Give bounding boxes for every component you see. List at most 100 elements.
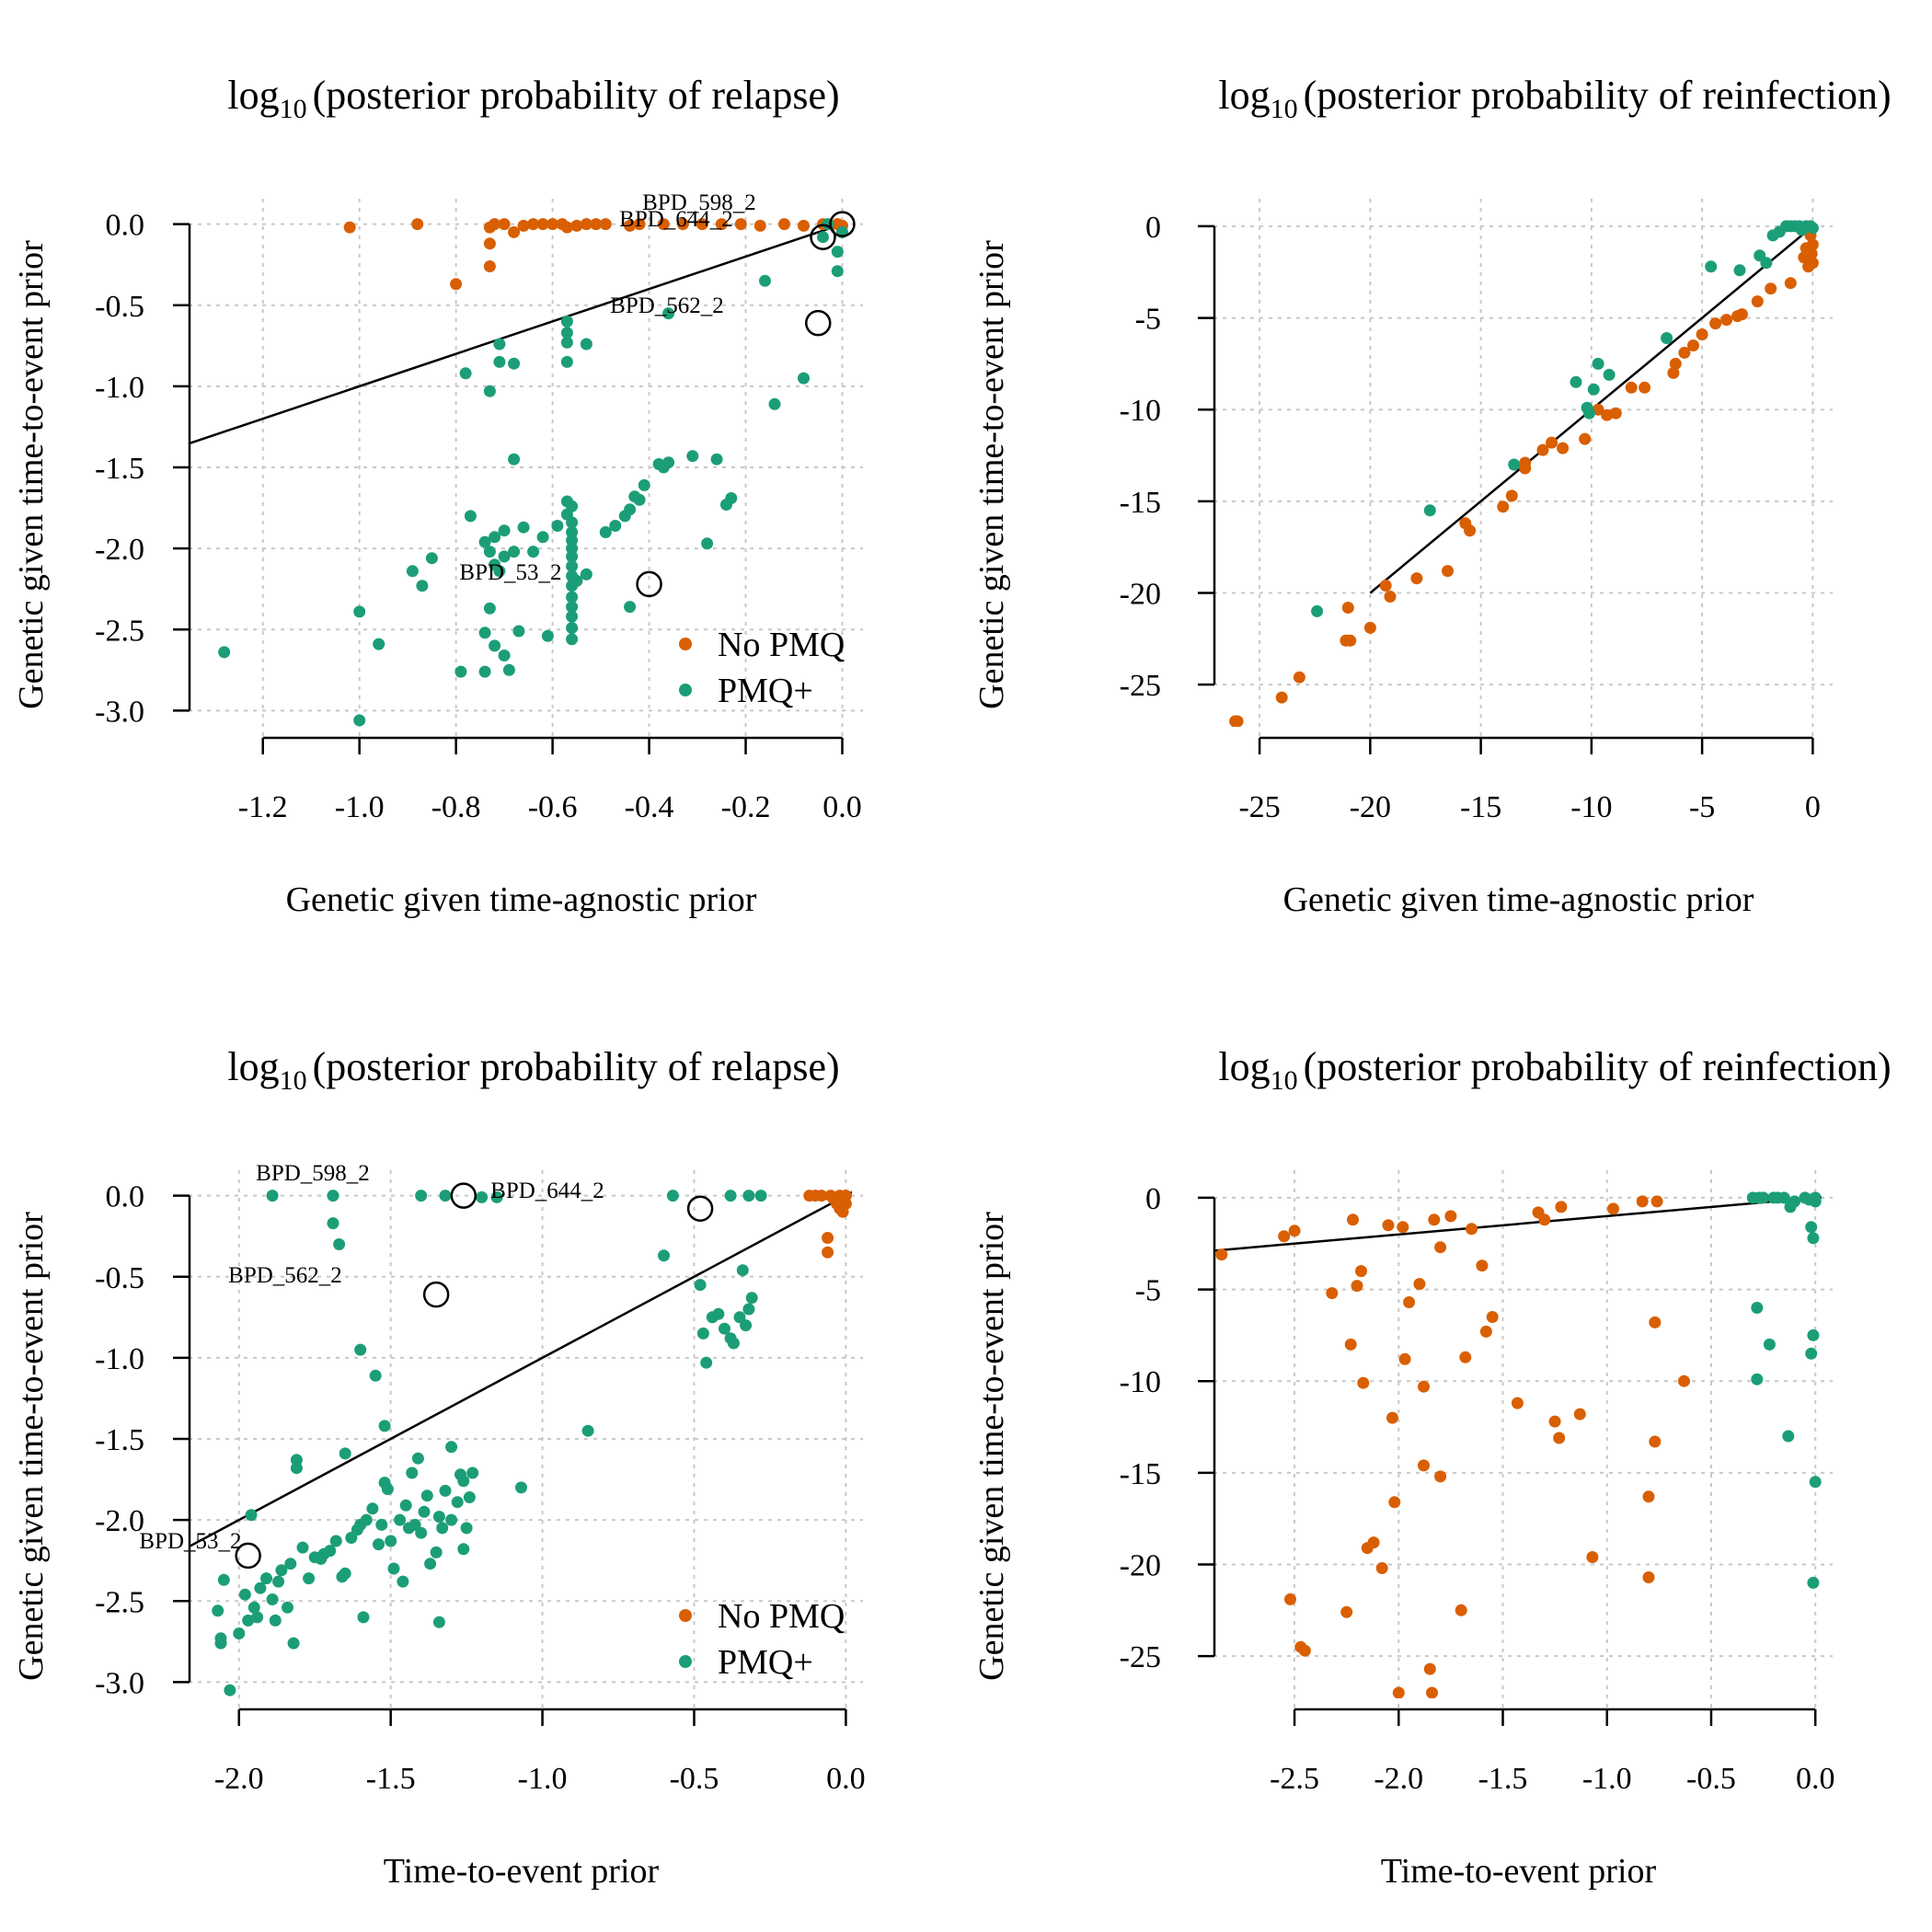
point-pmq-plus (736, 1264, 749, 1277)
point-pmq-plus (445, 1441, 458, 1454)
point-pmq-plus (1782, 1430, 1795, 1443)
y-tick-label: -25 (1120, 1640, 1161, 1674)
point-no-pmq (1466, 1223, 1478, 1236)
legend-marker-pmq-plus (679, 684, 692, 696)
point-pmq-plus (430, 1546, 443, 1558)
point-no-pmq (1650, 1195, 1663, 1208)
point-pmq-plus (658, 1249, 670, 1262)
point-pmq-plus (247, 1601, 260, 1614)
point-no-pmq (1344, 634, 1357, 647)
highlight-ring (805, 309, 832, 337)
point-pmq-plus (745, 1292, 758, 1305)
x-tick-label: -0.2 (721, 790, 771, 824)
point-pmq-plus (566, 601, 579, 614)
title-log: log (1218, 73, 1270, 118)
y-tick-label: -15 (1120, 486, 1161, 520)
point-no-pmq (527, 218, 540, 231)
x-tick-label: 0 (1805, 790, 1821, 824)
point-no-pmq (1418, 1380, 1430, 1393)
plot-area (1215, 1191, 1822, 1698)
point-pmq-plus (666, 1190, 679, 1202)
point-no-pmq (508, 225, 521, 238)
point-annotation: BPD_562_2 (228, 1263, 342, 1288)
point-no-pmq (1557, 442, 1570, 454)
y-tick-label: -10 (1120, 1365, 1161, 1399)
point-no-pmq (1536, 443, 1549, 456)
point-no-pmq (1642, 1571, 1655, 1583)
point-no-pmq (498, 218, 511, 231)
point-pmq-plus (566, 633, 579, 646)
point-annotation: BPD_53_2 (139, 1529, 241, 1554)
point-no-pmq (1442, 565, 1454, 578)
point-pmq-plus (566, 550, 579, 563)
point-pmq-plus (303, 1572, 316, 1585)
point-no-pmq (1434, 1470, 1447, 1483)
reference-line (190, 1190, 852, 1547)
point-annotation: BPD_53_2 (459, 560, 561, 585)
x-tick-label: -15 (1460, 790, 1501, 824)
point-no-pmq (624, 219, 637, 232)
point-pmq-plus (1603, 368, 1616, 381)
point-no-pmq (1625, 381, 1638, 394)
point-pmq-plus (581, 1424, 594, 1437)
point-no-pmq (657, 218, 670, 231)
point-pmq-plus (459, 367, 472, 380)
point-pmq-plus (483, 385, 496, 397)
point-pmq-plus (353, 714, 366, 727)
legend-label: PMQ+ (718, 672, 813, 710)
title-log: log (1218, 1044, 1270, 1089)
point-pmq-plus (686, 450, 699, 463)
point-pmq-plus (260, 1572, 272, 1585)
y-tick-label: -5 (1135, 1274, 1161, 1308)
y-tick-label: -1.0 (95, 1342, 144, 1376)
point-pmq-plus (478, 627, 491, 639)
point-no-pmq (1667, 366, 1680, 379)
point-pmq-plus (489, 531, 501, 544)
point-pmq-plus (724, 1190, 737, 1202)
point-pmq-plus (369, 1369, 382, 1382)
point-pmq-plus (727, 1337, 740, 1350)
panel-relapse-time-agnostic: log10 (posterior probability of relapse) -… (12, 73, 863, 919)
point-no-pmq (1548, 1415, 1561, 1428)
point-no-pmq (1609, 407, 1622, 420)
title-main: (posterior probability of reinfection) (1304, 73, 1892, 118)
x-tick-label: -2.5 (1270, 1762, 1319, 1796)
point-no-pmq (676, 218, 689, 231)
point-pmq-plus (662, 307, 675, 320)
point-pmq-plus (478, 665, 491, 678)
point-pmq-plus (1751, 1302, 1764, 1314)
point-pmq-plus (466, 1466, 479, 1479)
point-pmq-plus (560, 355, 573, 368)
point-pmq-plus (1757, 1191, 1770, 1204)
point-no-pmq (1538, 1213, 1551, 1226)
title-subscript: 10 (1271, 94, 1298, 124)
point-annotation: BPD_644_2 (490, 1179, 604, 1203)
point-pmq-plus (1751, 1373, 1764, 1386)
point-pmq-plus (476, 1190, 489, 1203)
x-tick-label: 0.0 (822, 790, 862, 824)
point-no-pmq (1639, 381, 1651, 394)
point-pmq-plus (638, 478, 650, 491)
point-pmq-plus (439, 1484, 452, 1497)
chart-title: log10 (posterior probability of reinfecti… (1218, 73, 1891, 124)
point-pmq-plus (266, 1190, 279, 1202)
point-no-pmq (815, 1190, 828, 1202)
panel-reinfection-time-to-event: log10 (posterior probability of reinfecti… (972, 1044, 1892, 1891)
point-no-pmq (1384, 591, 1397, 603)
point-pmq-plus (1763, 1338, 1776, 1351)
point-no-pmq (778, 218, 790, 231)
point-pmq-plus (1570, 375, 1582, 388)
point-pmq-plus (1583, 407, 1595, 420)
point-pmq-plus (290, 1462, 303, 1475)
title-subscript: 10 (1271, 1065, 1298, 1096)
point-pmq-plus (333, 1238, 346, 1250)
highlight-ring (636, 570, 662, 598)
point-no-pmq (1511, 1397, 1524, 1409)
chart-title: log10 (posterior probability of reinfecti… (1218, 1044, 1891, 1096)
point-no-pmq (560, 221, 573, 234)
point-pmq-plus (498, 524, 511, 537)
point-pmq-plus (580, 338, 592, 351)
point-no-pmq (1649, 1316, 1662, 1328)
point-no-pmq (1519, 456, 1532, 469)
